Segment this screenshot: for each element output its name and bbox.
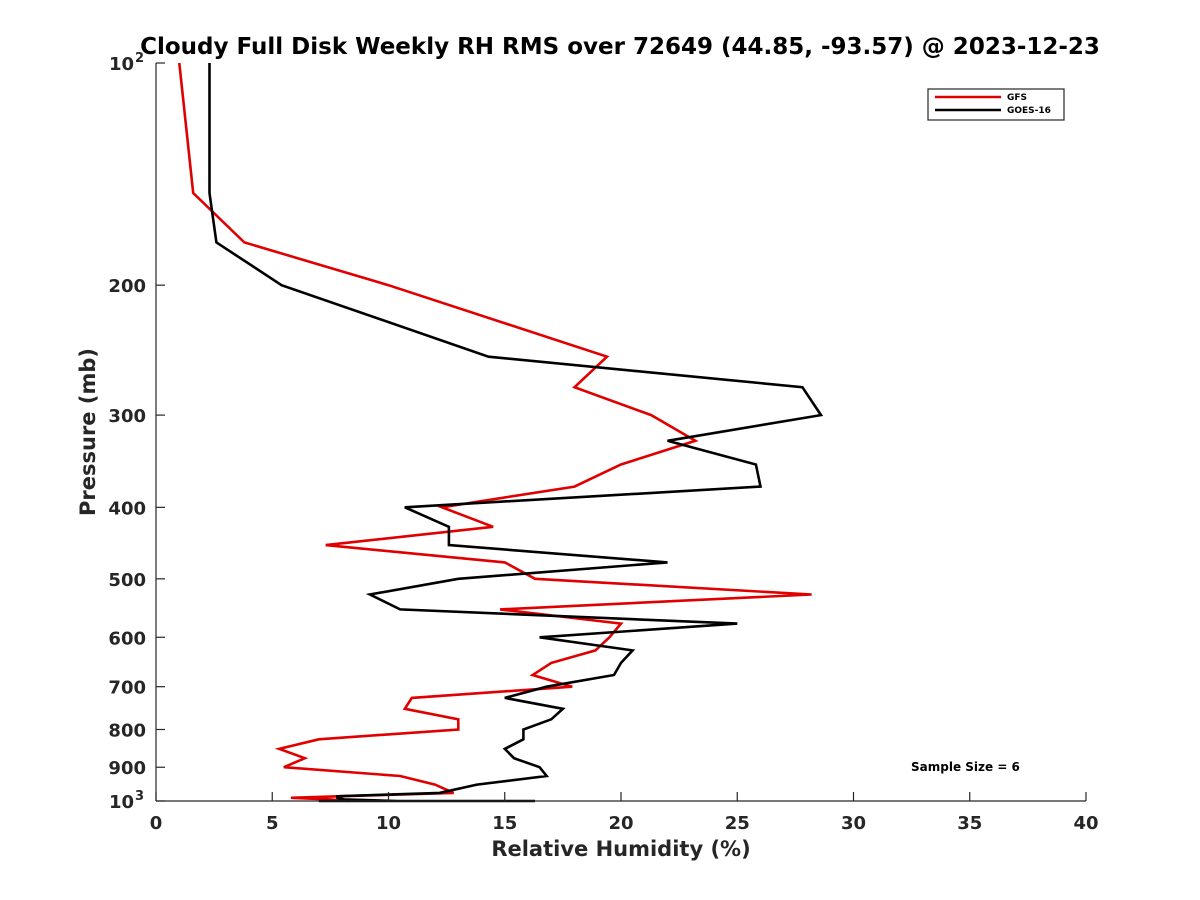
legend-label-goes: GOES-16 [1007, 106, 1051, 116]
y-tick-label: 700 [108, 678, 146, 699]
legend-box [927, 88, 1065, 121]
y-tick-exponent: 3 [135, 789, 144, 804]
y-tick-label: 10 [109, 54, 134, 75]
series-layer [178, 62, 824, 803]
x-tick-label: 20 [608, 813, 633, 834]
plot-area [156, 63, 1086, 801]
series-line-gfs [178, 62, 812, 803]
x-tick-label: 40 [1073, 813, 1098, 834]
y-tick-exponent: 2 [135, 51, 144, 66]
y-tick-label: 10 [109, 792, 134, 813]
x-tick-label: 30 [841, 813, 866, 834]
y-tick-label: 900 [108, 758, 146, 779]
x-tick-label: 10 [376, 813, 401, 834]
legend-label-gfs: GFS [1007, 93, 1027, 103]
sample-size-annotation: Sample Size = 6 [911, 760, 1020, 774]
x-tick-label: 15 [492, 813, 517, 834]
legend: GFS GOES-16 [927, 88, 1065, 121]
y-tick-label: 800 [108, 720, 146, 741]
x-tick-label: 5 [266, 813, 279, 834]
x-tick-label: 0 [150, 813, 163, 834]
y-axis-label: Pressure (mb) [76, 348, 100, 516]
x-tick-label: 25 [725, 813, 750, 834]
y-tick-label: 500 [108, 570, 146, 591]
y-tick-label: 400 [108, 498, 146, 519]
series-line-goes-16 [208, 63, 824, 803]
y-tick-label: 200 [108, 276, 146, 297]
chart-title: Cloudy Full Disk Weekly RH RMS over 7264… [140, 34, 1100, 60]
x-tick-label: 35 [957, 813, 982, 834]
x-axis-ticks: 0 5 10 15 20 25 30 35 40 [150, 792, 1099, 834]
y-tick-label: 300 [108, 406, 146, 427]
x-axis-label: Relative Humidity (%) [491, 837, 750, 861]
y-tick-label: 600 [108, 628, 146, 649]
